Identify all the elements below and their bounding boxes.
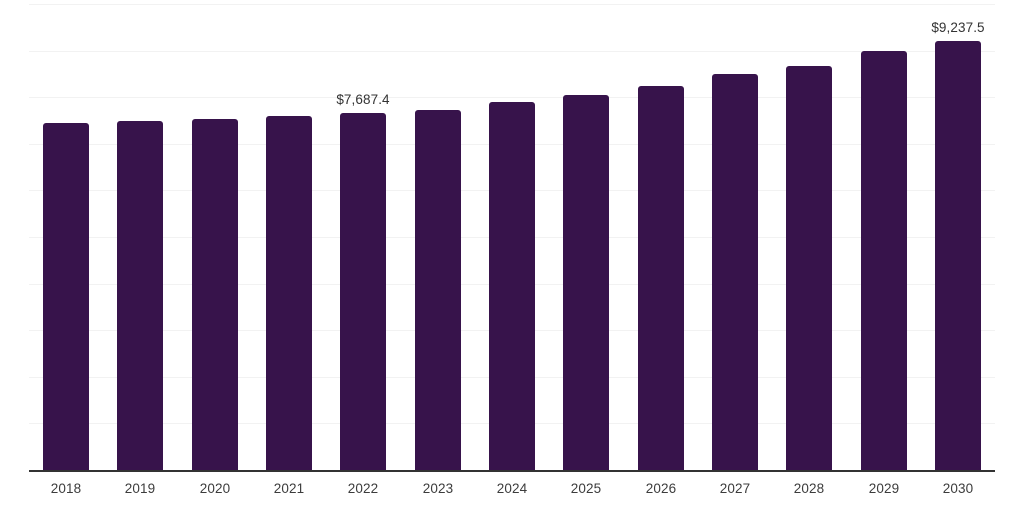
bar-group — [563, 95, 609, 470]
bar-value-label: $9,237.5 — [931, 20, 985, 35]
x-axis-tick-label: 2026 — [645, 481, 677, 496]
bar[interactable] — [489, 102, 535, 470]
bar-group — [266, 116, 312, 470]
x-axis-tick-label: 2030 — [942, 481, 974, 496]
x-axis-tick-label: 2022 — [347, 481, 379, 496]
bar-value-label: $7,687.4 — [336, 92, 390, 107]
bar-group — [192, 119, 238, 470]
bar-group — [415, 110, 461, 470]
x-axis-tick-label: 2024 — [496, 481, 528, 496]
bar[interactable] — [786, 66, 832, 470]
x-axis-tick-label: 2019 — [124, 481, 156, 496]
bar-group — [861, 51, 907, 470]
x-axis-tick-label: 2021 — [273, 481, 305, 496]
bar[interactable] — [192, 119, 238, 470]
bar-group — [712, 74, 758, 470]
x-axis-tick-label: 2027 — [719, 481, 751, 496]
bar[interactable] — [117, 121, 163, 470]
x-axis-tick-label: 2023 — [422, 481, 454, 496]
bar-group — [786, 66, 832, 470]
bar[interactable] — [712, 74, 758, 470]
bar-group — [489, 102, 535, 470]
x-axis-tick-label: 2028 — [793, 481, 825, 496]
x-axis-tick-label: 2029 — [868, 481, 900, 496]
bar-group — [43, 123, 89, 470]
bar[interactable] — [861, 51, 907, 470]
bar[interactable] — [340, 113, 386, 470]
bar[interactable] — [43, 123, 89, 470]
bar[interactable] — [415, 110, 461, 470]
bar-group: $9,237.5 — [931, 20, 985, 470]
x-axis-tick-label: 2020 — [199, 481, 231, 496]
bar[interactable] — [935, 41, 981, 470]
x-axis-tick-label: 2018 — [50, 481, 82, 496]
bar-group — [638, 86, 684, 470]
bar-group: $7,687.4 — [336, 92, 390, 470]
bar[interactable] — [266, 116, 312, 470]
bar-group — [117, 121, 163, 470]
x-axis-tick-label: 2025 — [570, 481, 602, 496]
bar[interactable] — [563, 95, 609, 470]
bar[interactable] — [638, 86, 684, 470]
x-axis-line — [29, 470, 995, 472]
